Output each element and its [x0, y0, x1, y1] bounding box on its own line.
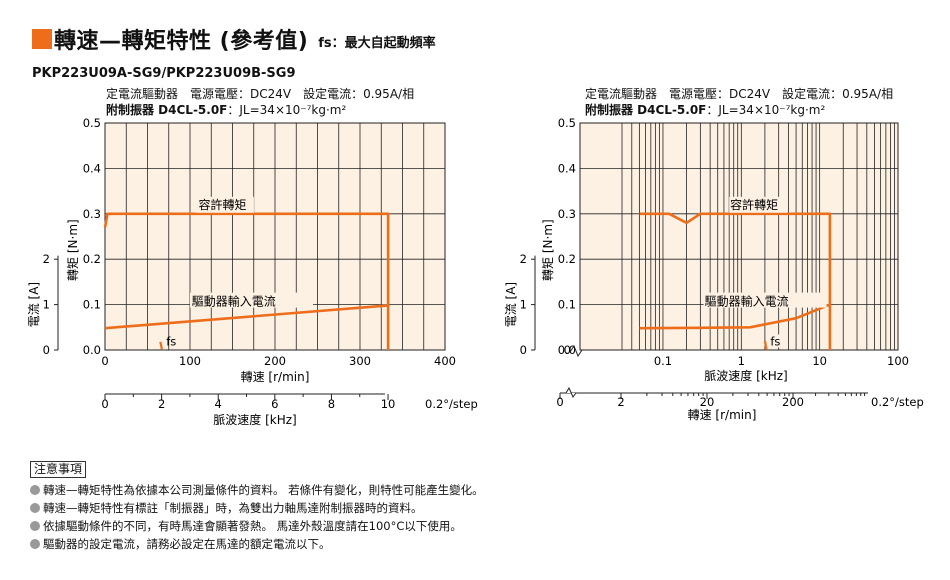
series-label-torque: 容許轉矩: [199, 197, 247, 212]
page-title: 轉速—轉矩特性 (參考值) fs：最大自起動頻率: [32, 24, 436, 54]
khz-tick-label: 10: [381, 397, 396, 411]
chart2-inertia: ：JL=34×10⁻⁷kg·m²: [706, 103, 826, 117]
title-subtitle: fs：最大自起動頻率: [318, 35, 436, 51]
chart2-conditions: 定電流驅動器 電源電壓：DC24V 設定電流：0.95A/相 附制振器 D4CL…: [585, 86, 893, 118]
allowable-torque-line: [103, 212, 390, 350]
current-axis-label: 電流 [A]: [27, 282, 41, 327]
model-name: PKP223U09A-SG9/PKP223U09B-SG9: [32, 66, 296, 81]
title-marker: [32, 29, 52, 49]
current-tick-label: 2: [43, 252, 50, 266]
torque-tick-label: 0.2: [83, 252, 101, 266]
rpm-tick-label: 200: [264, 354, 286, 368]
series-label-torque: 容許轉矩: [730, 197, 778, 212]
series-label-fs: fs: [166, 334, 176, 348]
note-item: 依據驅動條件的不同，有時馬達會顯著發熱。 馬達外殼溫度請在100°C以下使用。: [30, 517, 484, 535]
series-label-fs: fs: [770, 334, 780, 348]
current-tick-label: 1: [43, 298, 50, 312]
plot-area: [579, 122, 899, 351]
label-bg: [190, 292, 313, 308]
input-current-line: [639, 303, 831, 330]
series-label-current: 驅動器輸入電流: [705, 294, 789, 309]
rpm-axis-label: 轉速 [r/min]: [241, 370, 310, 384]
torque-tick-label: 0.0: [83, 343, 101, 357]
khz-tick-label: 4: [215, 397, 222, 411]
khz-tick-label: 0: [101, 397, 108, 411]
bullet-icon: [30, 503, 40, 513]
khz-log-tick-label: 1: [738, 354, 745, 368]
chart1-damper: 附制振器 D4CL-5.0F: [106, 103, 228, 117]
axis-break-icon: [569, 344, 583, 358]
note-item: 驅動器的設定電流，請務必設定在馬達的額定電流以下。: [30, 535, 484, 553]
khz-axis-label: 脈波速度 [kHz]: [213, 412, 296, 427]
chart2-damper: 附制振器 D4CL-5.0F: [585, 103, 707, 117]
rpm-axis-label: 轉速 [r/min]: [688, 408, 757, 422]
torque-tick-label: 0.5: [558, 116, 576, 130]
khz-tick-label: 6: [271, 397, 278, 411]
rpm-tick-label: 100: [179, 354, 201, 368]
fs-marker-line: [159, 341, 163, 350]
rpm-tick-label: 0: [101, 354, 108, 368]
torque-tick-label: 0.4: [83, 161, 101, 175]
khz-log-tick-label: 10: [812, 354, 827, 368]
label-bg: [703, 292, 827, 308]
note-item: 轉速—轉矩特性為依據本公司測量條件的資料。 若條件有變化，則特性可能產生變化。: [30, 481, 484, 499]
label-bg: [729, 196, 788, 213]
series-label-current: 驅動器輸入電流: [192, 294, 276, 309]
bullet-icon: [30, 521, 40, 531]
torque-tick-label: 0.0: [558, 343, 576, 357]
input-current-line: [104, 304, 389, 330]
torque-tick-label: 0.2: [558, 252, 576, 266]
rpm-tick-label: 2: [617, 395, 624, 409]
rpm-tick-label: 400: [434, 354, 456, 368]
notes-heading: 注意事項: [30, 461, 87, 478]
khz-log-axis-label: 脈波速度 [kHz]: [704, 368, 787, 383]
torque-tick-label: 0.1: [83, 298, 101, 312]
label-bg: [195, 196, 254, 213]
chart2-cond-line1: 定電流驅動器 電源電壓：DC24V 設定電流：0.95A/相: [585, 87, 894, 101]
fs-marker-line: [763, 340, 768, 351]
note-item: 轉速—轉矩特性有標註「制振器」時，為雙出力軸馬達附制振器時的資料。: [30, 499, 484, 517]
torque-axis-label: 轉矩 [N·m]: [66, 219, 80, 281]
notes-section: 注意事項 轉速—轉矩特性為依據本公司測量條件的資料。 若條件有變化，則特性可能產…: [30, 460, 484, 553]
bullet-icon: [30, 539, 40, 549]
khz-log-tick-label: 100: [887, 354, 909, 368]
step-angle-label: 0.2°/step: [871, 395, 924, 409]
allowable-torque-line: [639, 212, 832, 350]
torque-tick-label: 0.4: [558, 161, 576, 175]
step-angle-label: 0.2°/step: [425, 397, 478, 411]
rpm-tick-label: 300: [349, 354, 371, 368]
current-axis-label: 電流 [A]: [504, 282, 518, 327]
bullet-icon: [30, 485, 40, 495]
chart1-conditions: 定電流驅動器 電源電壓：DC24V 設定電流：0.95A/相 附制振器 D4CL…: [106, 86, 414, 118]
label-bg: [769, 334, 784, 348]
rpm-tick-label: 200: [782, 395, 804, 409]
rpm-tick-label: 20: [700, 395, 715, 409]
current-tick-label: 2: [520, 252, 527, 266]
axis-break-icon: [565, 386, 577, 398]
current-tick-label: 0: [43, 343, 50, 357]
torque-tick-label: 0.3: [83, 207, 101, 221]
current-tick-label: 1: [520, 298, 527, 312]
torque-tick-label: 0.3: [558, 207, 576, 221]
title-text: 轉速—轉矩特性 (參考值): [54, 29, 309, 54]
current-tick-label: 0: [520, 343, 527, 357]
torque-tick-label: 0.5: [83, 116, 101, 130]
rpm-tick-label: 0: [556, 395, 563, 409]
khz-log-tick-label: 0.1: [654, 354, 672, 368]
chart1-cond-line1: 定電流驅動器 電源電壓：DC24V 設定電流：0.95A/相: [106, 87, 415, 101]
torque-tick-label: 0.1: [558, 298, 576, 312]
torque-axis-label: 轉矩 [N·m]: [541, 219, 555, 281]
khz-tick-label: 8: [328, 397, 335, 411]
chart1-inertia: ：JL=34×10⁻⁷kg·m²: [227, 103, 347, 117]
khz-tick-label: 2: [158, 397, 165, 411]
origin-tick-label: 0: [564, 343, 571, 357]
